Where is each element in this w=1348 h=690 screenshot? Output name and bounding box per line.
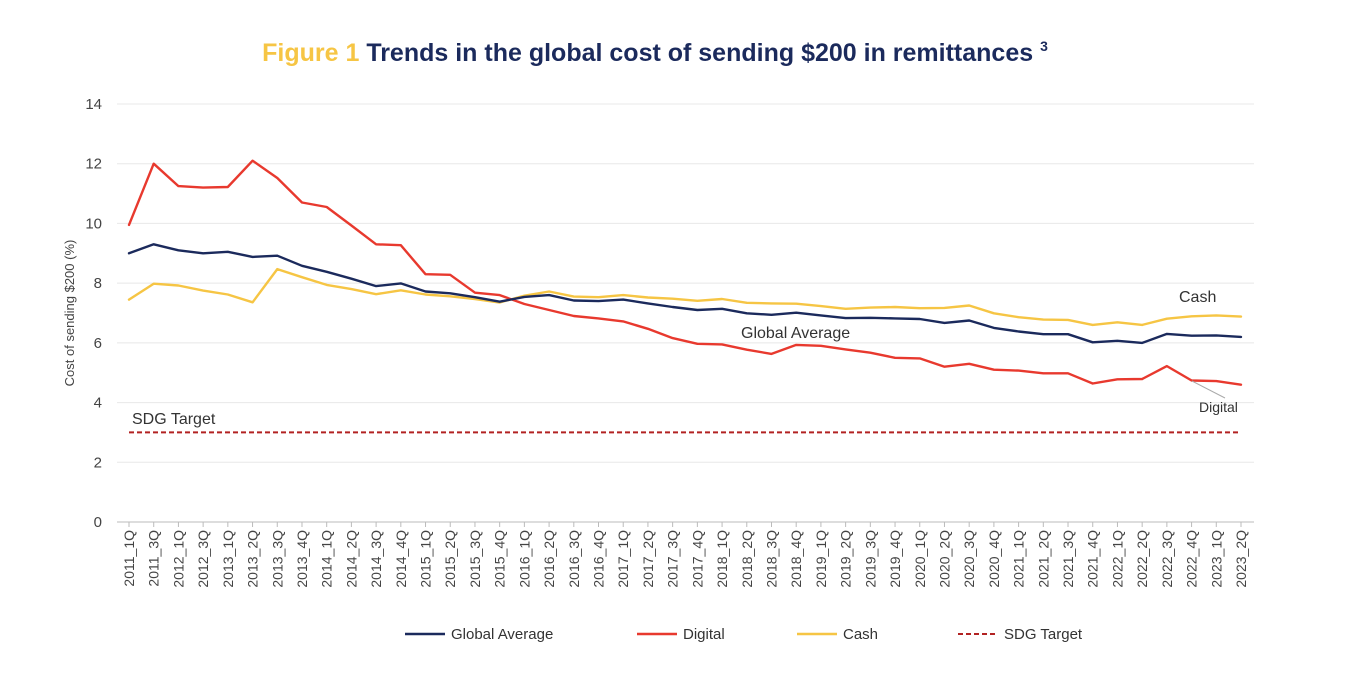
x-tick-label: 2017_3Q — [665, 530, 681, 588]
x-tick-label: 2015_4Q — [492, 530, 508, 588]
annotations: SDG Target Global Average Cash Digital — [132, 289, 1238, 428]
series-line-global-average — [127, 243, 1243, 345]
x-tick-label: 2018_3Q — [763, 530, 779, 588]
x-tick-label: 2021_3Q — [1060, 530, 1076, 588]
chart-title: Figure 1 Trends in the global cost of se… — [262, 38, 1048, 67]
legend-label: Digital — [683, 626, 725, 643]
x-tick-label: 2014_4Q — [393, 530, 409, 588]
x-tick-label: 2014_1Q — [319, 530, 335, 588]
annotation-cash: Cash — [1179, 289, 1216, 306]
y-tick-label: 10 — [85, 215, 102, 232]
x-tick-label: 2011_1Q — [121, 530, 137, 587]
x-tick-label: 2013_1Q — [220, 530, 236, 588]
y-axis: 0 2 4 6 8 10 12 14 — [85, 96, 102, 531]
x-tick-label: 2020_4Q — [986, 530, 1002, 588]
legend-label: Global Average — [451, 626, 553, 643]
x-tick-label: 2022_2Q — [1134, 530, 1150, 588]
x-tick-label: 2019_3Q — [862, 530, 878, 588]
y-tick-label: 2 — [94, 454, 102, 471]
series-lines — [127, 159, 1243, 434]
chart-title-main: Trends in the global cost of sending $20… — [366, 39, 1033, 67]
x-tick-label: 2013_3Q — [269, 530, 285, 588]
legend-label: SDG Target — [1004, 626, 1083, 643]
annotation-digital: Digital — [1199, 399, 1238, 415]
x-tick-label: 2015_2Q — [442, 530, 458, 588]
y-tick-label: 12 — [85, 156, 102, 173]
x-tick-label: 2018_1Q — [714, 530, 730, 588]
grid-lines — [117, 103, 1254, 463]
y-tick-label: 0 — [94, 514, 102, 531]
x-tick-label: 2014_3Q — [368, 530, 384, 588]
x-tick-label: 2021_1Q — [1011, 530, 1027, 588]
x-tick-label: 2018_2Q — [739, 530, 755, 588]
x-tick-label: 2014_2Q — [343, 530, 359, 588]
x-tick-label: 2022_4Q — [1184, 530, 1200, 588]
legend-item-digital: Digital — [637, 626, 725, 643]
chart-title-superscript: 3 — [1040, 38, 1048, 54]
x-tick-label: 2020_3Q — [961, 530, 977, 588]
x-tick-label: 2022_1Q — [1109, 530, 1125, 588]
x-tick-label: 2015_1Q — [418, 530, 434, 588]
x-tick-label: 2016_1Q — [516, 530, 532, 588]
legend-label: Cash — [843, 626, 878, 643]
y-tick-label: 14 — [85, 96, 102, 113]
y-axis-title: Cost of sending $200 (%) — [62, 240, 77, 387]
x-tick-label: 2019_2Q — [838, 530, 854, 588]
legend-item-cash: Cash — [797, 626, 878, 643]
x-tick-label: 2012_1Q — [170, 530, 186, 588]
x-tick-label: 2017_4Q — [689, 530, 705, 588]
annotation-global-average: Global Average — [741, 325, 850, 342]
x-tick-label: 2015_3Q — [467, 530, 483, 588]
x-tick-label: 2021_2Q — [1035, 530, 1051, 588]
x-tick-label: 2023_1Q — [1208, 530, 1224, 588]
x-tick-label: 2023_2Q — [1233, 530, 1249, 588]
legend: Global Average Digital Cash SDG Target — [405, 626, 1083, 643]
x-tick-label: 2020_1Q — [912, 530, 928, 588]
x-tick-label: 2019_4Q — [887, 530, 903, 588]
chart-title-prefix: Figure 1 — [262, 39, 359, 67]
x-tick-label: 2018_4Q — [788, 530, 804, 588]
x-tick-label: 2011_3Q — [146, 530, 162, 587]
series-line-cash — [127, 267, 1243, 327]
x-tick-label: 2012_3Q — [195, 530, 211, 588]
series-line-digital — [127, 159, 1243, 386]
y-tick-label: 6 — [94, 335, 102, 352]
x-tick-label: 2013_4Q — [294, 530, 310, 588]
x-axis: 2011_1Q 2011_3Q 2012_1Q 2012_3Q 2013_1Q 2013_… — [117, 521, 1254, 588]
x-tick-label: 2016_2Q — [541, 530, 557, 588]
annotation-digital-leader-line — [1191, 380, 1226, 399]
x-tick-label: 2017_2Q — [640, 530, 656, 588]
legend-item-sdg-target: SDG Target — [958, 626, 1083, 643]
legend-item-global-average: Global Average — [405, 626, 553, 643]
x-tick-label: 2021_4Q — [1085, 530, 1101, 588]
x-tick-label: 2019_1Q — [813, 530, 829, 588]
x-tick-label: 2016_3Q — [566, 530, 582, 588]
annotation-sdg-target: SDG Target — [132, 411, 216, 428]
x-tick-label: 2016_4Q — [591, 530, 607, 588]
y-tick-label: 8 — [94, 275, 102, 292]
x-tick-label: 2022_3Q — [1159, 530, 1175, 588]
x-tick-label: 2013_2Q — [245, 530, 261, 588]
x-tick-label: 2017_1Q — [615, 530, 631, 588]
y-tick-label: 4 — [94, 395, 102, 412]
x-tick-label: 2020_2Q — [936, 530, 952, 588]
